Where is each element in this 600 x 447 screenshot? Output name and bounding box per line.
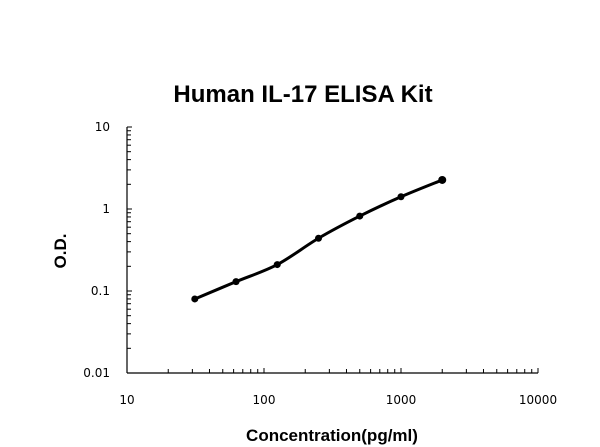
data-point [356, 212, 364, 220]
x-tick-label: 10000 [519, 393, 557, 407]
axes: 10 100 1000 10000 0.01 0.1 1 10 [83, 120, 557, 407]
plot-area [191, 175, 447, 303]
data-point [232, 278, 240, 286]
x-axis-label: Concentration(pg/ml) [246, 426, 418, 445]
x-tick-label: 100 [253, 393, 276, 407]
y-tick-label: 0.1 [91, 284, 110, 298]
y-tick-label: 0.01 [83, 366, 110, 380]
data-point [191, 295, 199, 303]
data-point [315, 234, 323, 242]
data-point [273, 261, 281, 269]
x-tick-label: 1000 [386, 393, 417, 407]
chart-title: Human IL-17 ELISA Kit [173, 81, 432, 108]
data-point [438, 175, 447, 184]
data-point [397, 193, 405, 201]
x-tick-label: 10 [119, 393, 134, 407]
y-tick-label: 1 [102, 202, 110, 216]
y-axis-label: O.D. [51, 234, 70, 269]
y-tick-label: 10 [95, 120, 110, 134]
